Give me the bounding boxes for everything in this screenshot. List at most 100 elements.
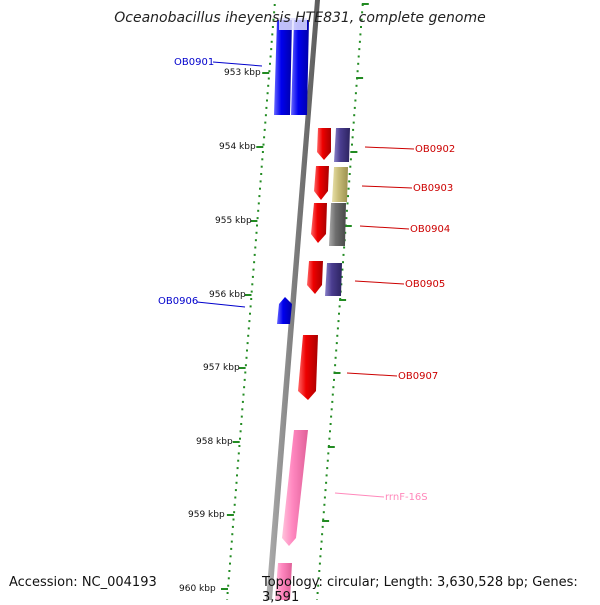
tick-mark	[322, 518, 325, 521]
tick-mark	[349, 158, 352, 161]
gene-rrnF-16S[interactable]	[275, 430, 308, 600]
tick-mark	[332, 386, 335, 389]
tick-mark	[254, 246, 257, 249]
tick-mark	[321, 525, 324, 528]
scale-label: 960 kbp	[179, 584, 216, 594]
gene-label-OB0907[interactable]: OB0907	[398, 371, 438, 382]
gene-rrnF-next	[275, 563, 292, 600]
tick-mark	[244, 364, 247, 367]
tick-mark	[231, 525, 234, 528]
tick-mark	[227, 577, 230, 580]
tick-mark	[323, 503, 326, 506]
major-tick-mark	[262, 72, 270, 74]
tick-mark	[271, 33, 274, 36]
gene-OB0901[interactable]	[274, 18, 309, 115]
gene-label-OB0906[interactable]: OB0906	[158, 296, 198, 307]
tick-mark	[346, 202, 349, 205]
tick-mark	[231, 533, 234, 536]
gene-label-OB0903[interactable]: OB0903	[413, 183, 453, 194]
tick-mark	[318, 562, 321, 565]
tick-mark	[250, 298, 253, 300]
gene-label-rrnF-16S[interactable]: rrnF-16S	[385, 492, 428, 503]
tick-mark	[352, 128, 355, 131]
tick-mark	[338, 305, 341, 308]
tick-mark	[246, 342, 249, 345]
gene-OB0905[interactable]	[307, 261, 342, 296]
tick-mark	[226, 592, 229, 594]
tick-mark	[249, 312, 251, 315]
major-tick-mark	[333, 372, 341, 374]
tick-mark	[256, 217, 259, 220]
gene-OB0902[interactable]	[317, 128, 350, 162]
tick-mark	[335, 342, 338, 345]
tick-mark	[254, 239, 257, 242]
tick-mark	[261, 158, 264, 161]
tick-mark	[348, 180, 351, 183]
tick-mark	[259, 187, 261, 190]
tick-mark	[331, 393, 334, 396]
scale-label: 955 kbp	[215, 216, 252, 226]
tick-mark	[237, 459, 240, 462]
tick-mark	[243, 386, 246, 389]
tick-mark	[317, 577, 320, 580]
gene-OB0903[interactable]	[314, 166, 348, 202]
major-tick-mark	[226, 514, 234, 516]
tick-mark	[230, 540, 233, 543]
gene-label-OB0904[interactable]: OB0904	[410, 224, 450, 235]
tick-mark	[259, 180, 262, 183]
gene-OB0901-highlight	[279, 18, 307, 30]
scale-label: 953 kbp	[224, 68, 261, 78]
gene-OB0905-domain	[325, 263, 342, 296]
major-tick-mark	[232, 441, 240, 443]
tick-mark	[272, 18, 275, 21]
tick-mark	[264, 114, 267, 117]
tick-mark	[269, 62, 271, 65]
tick-mark	[342, 261, 344, 264]
tick-mark	[325, 474, 328, 477]
gene-label-OB0901[interactable]: OB0901	[174, 57, 214, 68]
tick-mark	[351, 136, 354, 139]
tick-mark	[334, 356, 337, 359]
major-tick-mark	[344, 225, 352, 227]
tick-mark	[345, 209, 348, 212]
tick-mark	[336, 334, 339, 337]
tick-mark	[264, 121, 267, 124]
tick-mark	[260, 173, 263, 175]
gene-label-OB0902[interactable]: OB0902	[415, 144, 455, 155]
major-tick-mark	[322, 520, 330, 522]
gene-label-OB0905[interactable]: OB0905	[405, 279, 445, 290]
tick-mark	[244, 371, 247, 374]
tick-mark	[236, 474, 238, 477]
tick-mark	[262, 143, 265, 146]
tick-mark	[236, 467, 239, 470]
tick-mark	[326, 459, 329, 462]
tick-mark	[251, 275, 254, 278]
major-tick-mark	[350, 151, 358, 153]
gene-OB0904[interactable]	[311, 203, 346, 246]
tick-mark	[257, 209, 260, 212]
tick-mark	[341, 268, 344, 271]
tick-mark	[270, 48, 273, 51]
tick-mark	[329, 430, 331, 433]
tick-mark	[243, 378, 246, 381]
topology-label: Topology: circular; Length: 3,630,528 bp…	[262, 575, 578, 605]
gene-OB0906[interactable]	[277, 297, 292, 324]
tick-mark	[248, 320, 251, 323]
tick-mark	[270, 40, 273, 43]
tick-mark	[357, 55, 360, 58]
tick-mark	[253, 261, 256, 264]
tick-mark	[360, 18, 363, 21]
accession-label: Accession: NC_004193	[9, 575, 157, 590]
tick-mark	[258, 195, 261, 198]
gene-OB0907[interactable]	[298, 335, 318, 400]
tick-mark	[239, 437, 241, 440]
tick-mark	[263, 136, 266, 139]
gene-OB0904-domain	[329, 203, 346, 246]
major-tick-mark	[327, 446, 335, 448]
tick-mark	[316, 592, 319, 594]
tick-mark	[327, 452, 330, 455]
tick-mark	[329, 423, 332, 425]
tick-mark	[323, 496, 326, 499]
tick-mark	[320, 540, 323, 543]
